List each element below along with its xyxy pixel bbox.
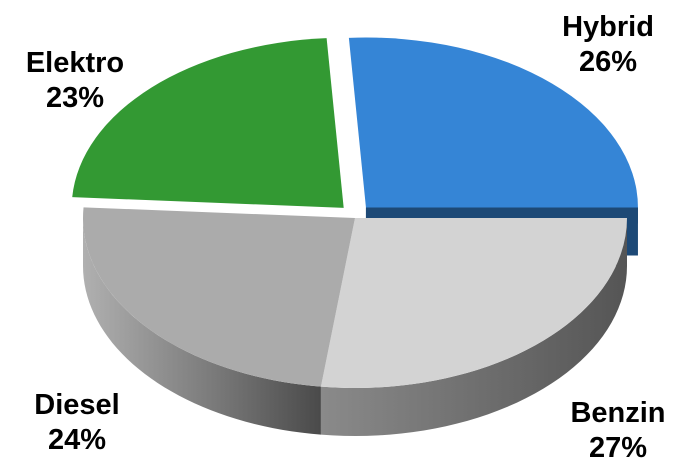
- slice-name-hybrid: Hybrid: [562, 11, 654, 43]
- slice-wall-diesel: [83, 218, 321, 435]
- slice-elektro: [72, 38, 344, 208]
- slice-hybrid: [348, 37, 638, 208]
- slice-wall-benzin: [320, 218, 627, 436]
- slice-name-elektro: Elektro: [25, 47, 125, 79]
- slice-name-diesel: Diesel: [34, 389, 120, 421]
- slice-label-diesel: Diesel 24%: [12, 388, 142, 458]
- slice-label-elektro: Elektro 23%: [0, 46, 150, 116]
- slice-name-benzin: Benzin: [570, 397, 666, 429]
- slice-label-hybrid: Hybrid 26%: [538, 10, 678, 80]
- slice-value-diesel: 24%: [47, 424, 107, 456]
- slice-label-benzin: Benzin 27%: [548, 396, 688, 466]
- slice-diesel: [83, 207, 355, 387]
- slice-value-benzin: 27%: [588, 432, 648, 464]
- slice-benzin: [320, 218, 627, 388]
- slice-value-elektro: 23%: [45, 82, 105, 114]
- slice-value-hybrid: 26%: [578, 46, 638, 78]
